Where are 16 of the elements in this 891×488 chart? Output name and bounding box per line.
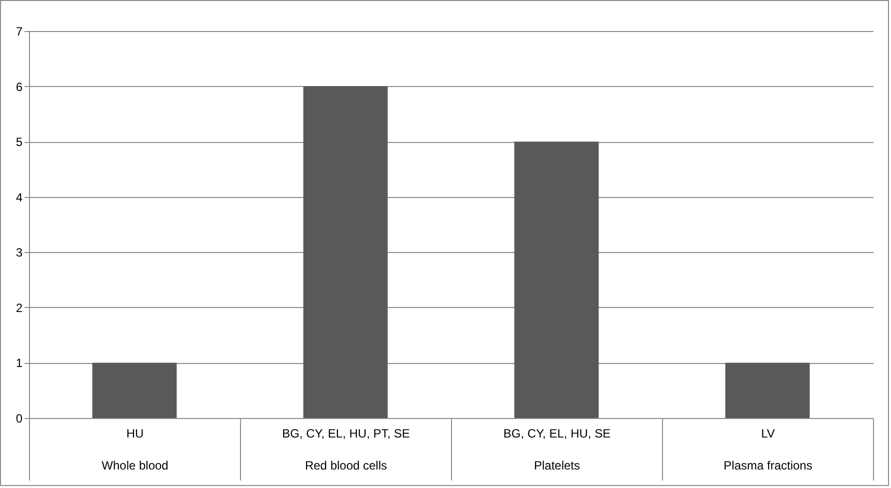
- bar: [725, 362, 810, 418]
- y-tick-label: 0: [16, 412, 23, 426]
- y-tick-label: 6: [16, 80, 23, 94]
- category-label: HU Whole blood: [102, 426, 168, 472]
- y-tick-label: 7: [16, 24, 23, 38]
- y-tick-label: 2: [16, 300, 23, 315]
- y-tick-label: 4: [16, 190, 23, 204]
- category-label: LV Plasma fractions: [724, 426, 812, 472]
- category-label: BG, CY, EL, HU, PT, SE Red blood cells: [282, 426, 410, 472]
- bar: [303, 86, 388, 418]
- bar: [514, 142, 599, 418]
- category-label: BG, CY, EL, HU, SE Platelets: [503, 426, 611, 472]
- y-tick-label: 5: [16, 135, 23, 150]
- y-tick-label: 1: [16, 356, 23, 370]
- bar: [92, 362, 177, 418]
- y-tick-label: 3: [16, 246, 23, 260]
